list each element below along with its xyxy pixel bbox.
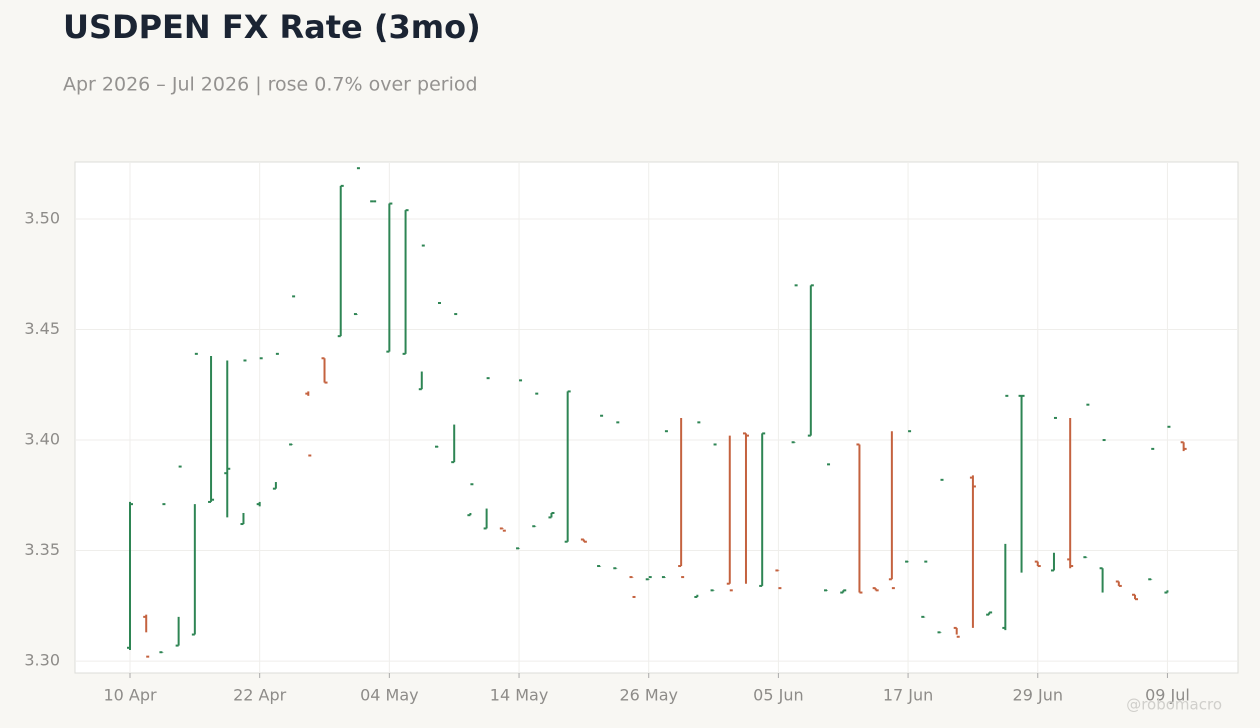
x-tick-label: 22 Apr	[233, 686, 287, 705]
y-tick-label: 3.40	[24, 430, 60, 449]
chart-subtitle: Apr 2026 – Jul 2026 | rose 0.7% over per…	[63, 74, 478, 96]
watermark: @robomacro	[1126, 696, 1222, 714]
x-tick-label: 09 Jul	[1145, 686, 1190, 705]
chart-title: USDPEN FX Rate (3mo)	[63, 8, 481, 46]
plot-area	[74, 161, 1239, 674]
x-tick-label: 17 Jun	[883, 686, 933, 705]
y-tick-label: 3.30	[24, 651, 60, 670]
x-tick-label: 29 Jun	[1013, 686, 1063, 705]
y-tick-label: 3.35	[24, 540, 60, 559]
x-tick-label: 10 Apr	[103, 686, 157, 705]
y-tick-label: 3.50	[24, 209, 60, 228]
x-tick-label: 26 May	[619, 686, 678, 705]
x-tick-label: 04 May	[360, 686, 419, 705]
x-tick-label: 05 Jun	[753, 686, 803, 705]
y-tick-label: 3.45	[24, 319, 60, 338]
x-tick-label: 14 May	[490, 686, 549, 705]
